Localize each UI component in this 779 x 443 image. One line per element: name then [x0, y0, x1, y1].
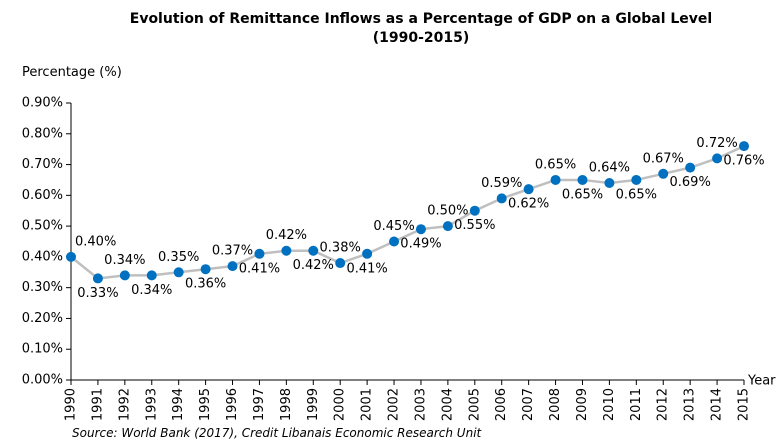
- data-label: 0.37%: [212, 244, 253, 259]
- data-label: 0.65%: [562, 187, 603, 202]
- data-point: [658, 168, 669, 179]
- data-label: 0.33%: [77, 286, 118, 301]
- x-tick-label: 1993: [144, 388, 159, 421]
- data-point: [469, 205, 480, 216]
- y-axis-label: Percentage (%): [22, 65, 122, 80]
- data-point: [577, 174, 588, 185]
- source-note: Source: World Bank (2017), Credit Libana…: [72, 426, 482, 440]
- data-label: 0.76%: [723, 154, 764, 169]
- data-point: [389, 236, 400, 247]
- data-point: [227, 261, 238, 272]
- data-label: 0.40%: [75, 234, 116, 249]
- data-point: [523, 184, 534, 195]
- data-label: 0.41%: [346, 261, 387, 276]
- x-tick-label: 2015: [737, 388, 752, 421]
- data-label: 0.34%: [131, 283, 172, 298]
- data-label: 0.34%: [104, 253, 145, 268]
- data-point: [173, 267, 184, 278]
- x-tick-label: 1994: [171, 388, 186, 421]
- data-label: 0.59%: [481, 176, 522, 191]
- data-point: [550, 174, 561, 185]
- data-point: [496, 193, 507, 204]
- x-tick-label: 1997: [252, 388, 267, 421]
- x-tick-label: 1992: [117, 388, 132, 421]
- data-label: 0.36%: [185, 277, 226, 292]
- x-tick-label: 2002: [387, 388, 402, 421]
- x-tick-label: 2010: [602, 388, 617, 421]
- data-point: [685, 162, 696, 173]
- data-point: [415, 224, 426, 235]
- x-tick-label: 2013: [683, 388, 698, 421]
- x-tick-label: 2003: [413, 388, 428, 421]
- data-point: [281, 245, 292, 256]
- x-tick-label: 2012: [656, 388, 671, 421]
- data-label: 0.42%: [266, 228, 307, 243]
- data-point: [712, 153, 723, 164]
- x-tick-label: 2007: [521, 388, 536, 421]
- data-label: 0.50%: [427, 204, 468, 219]
- x-tick-label: 2001: [360, 388, 375, 421]
- data-label: 0.38%: [320, 241, 361, 256]
- y-tick-label: 0.30%: [22, 280, 63, 295]
- x-tick-label: 1998: [279, 388, 294, 421]
- x-tick-label: 2000: [333, 388, 348, 421]
- data-label: 0.72%: [696, 136, 737, 151]
- x-tick-label: 1991: [90, 388, 105, 421]
- data-point: [739, 141, 749, 152]
- x-tick-label: 1990: [64, 388, 79, 421]
- x-tick-label: 2006: [494, 388, 509, 421]
- data-point: [308, 245, 319, 256]
- x-tick-label: 2011: [629, 388, 644, 421]
- data-point: [119, 270, 130, 281]
- y-tick-label: 0.80%: [22, 126, 63, 141]
- data-label: 0.35%: [158, 250, 199, 265]
- y-tick-label: 0.60%: [22, 188, 63, 203]
- data-label: 0.65%: [616, 187, 657, 202]
- x-tick-label: 2014: [710, 388, 725, 421]
- data-point: [631, 174, 642, 185]
- data-label: 0.64%: [589, 161, 630, 176]
- y-tick-label: 0.40%: [22, 249, 63, 264]
- x-axis-label: Year: [747, 374, 776, 389]
- data-label: 0.42%: [293, 258, 334, 273]
- x-tick-label: 2009: [575, 388, 590, 421]
- y-tick-label: 0.90%: [22, 96, 63, 111]
- x-tick-label: 1999: [306, 388, 321, 421]
- data-point: [146, 270, 157, 281]
- data-point: [254, 248, 265, 259]
- chart-title: Evolution of Remittance Inflows as a Per…: [129, 11, 713, 46]
- data-point: [66, 251, 76, 262]
- y-tick-label: 0.70%: [22, 157, 63, 172]
- data-label: 0.55%: [454, 218, 495, 233]
- x-tick-label: 1996: [225, 388, 240, 421]
- data-label: 0.45%: [373, 219, 414, 234]
- y-tick-label: 0.10%: [22, 342, 63, 357]
- data-label: 0.65%: [535, 157, 576, 172]
- y-tick-label: 0.20%: [22, 311, 63, 326]
- y-tick-label: 0.00%: [22, 373, 63, 388]
- data-point: [442, 221, 453, 232]
- x-tick-label: 2005: [467, 388, 482, 421]
- x-tick-label: 1995: [198, 388, 213, 421]
- data-point: [335, 258, 346, 269]
- data-label: 0.67%: [643, 151, 684, 166]
- y-tick-label: 0.50%: [22, 219, 63, 234]
- x-tick-label: 2008: [548, 388, 563, 421]
- data-label: 0.41%: [239, 261, 280, 276]
- data-point: [200, 264, 211, 275]
- data-label: 0.69%: [670, 175, 711, 190]
- x-tick-label: 2004: [440, 388, 455, 421]
- data-point: [362, 248, 373, 259]
- data-label: 0.62%: [508, 197, 549, 212]
- data-label: 0.49%: [400, 237, 441, 252]
- data-point: [92, 273, 103, 284]
- data-point: [604, 178, 615, 189]
